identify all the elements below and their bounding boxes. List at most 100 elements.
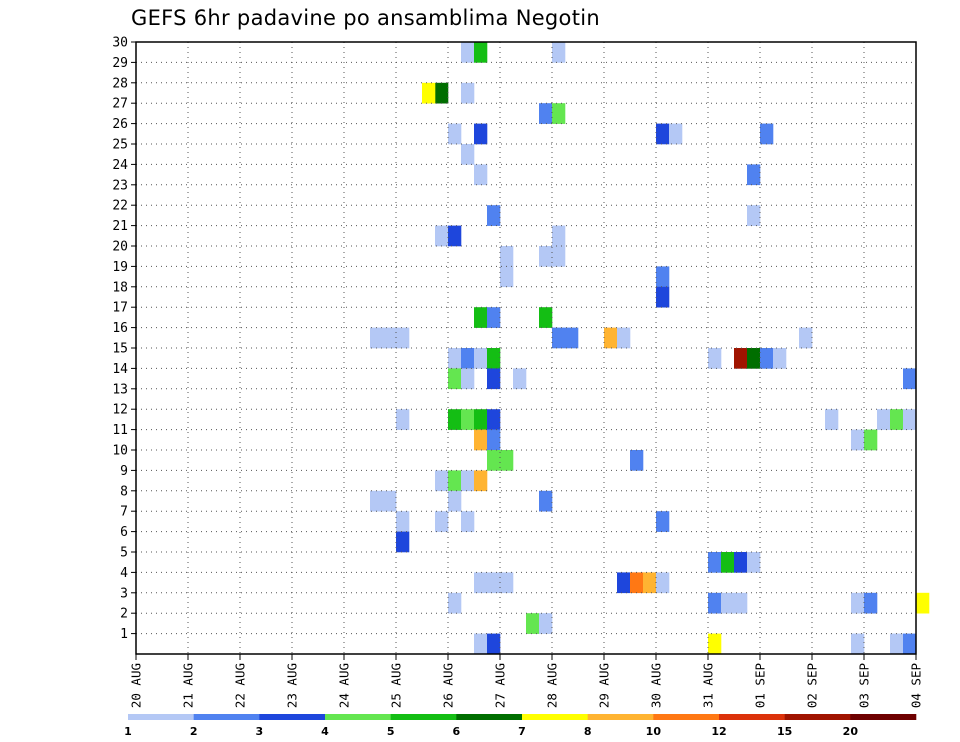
precip-cell — [396, 327, 410, 349]
precip-cell — [487, 368, 501, 390]
y-tick-label: 11 — [112, 423, 128, 438]
precip-cell — [552, 327, 566, 349]
precip-cell — [539, 246, 553, 267]
precip-cell — [448, 348, 462, 369]
precip-cell — [708, 633, 722, 655]
y-tick-label: 24 — [112, 158, 128, 173]
precip-cell — [708, 592, 722, 614]
colorbar-label: 3 — [256, 725, 264, 738]
y-tick-label: 8 — [120, 484, 128, 499]
y-axis-labels: 1234567891011121314151617181920212223242… — [112, 36, 128, 643]
y-tick-label: 15 — [112, 342, 128, 357]
x-tick-label: 26 AUG — [441, 663, 456, 708]
y-tick-label: 1 — [120, 627, 128, 642]
precip-cell — [760, 123, 774, 145]
precip-cell — [500, 450, 514, 471]
y-tick-label: 27 — [112, 97, 128, 112]
precip-cell — [630, 450, 644, 471]
precip-cell — [487, 633, 501, 655]
colorbar-label: 4 — [321, 725, 329, 738]
y-tick-label: 5 — [120, 546, 128, 561]
precip-cell — [656, 511, 670, 532]
ticks-layer — [131, 41, 917, 660]
precip-cell — [539, 613, 553, 634]
colorbar-swatch — [653, 714, 720, 720]
precip-cell — [448, 225, 462, 247]
precip-cell — [656, 572, 670, 594]
precip-cell — [487, 409, 501, 430]
precip-cell — [539, 490, 553, 512]
precip-cell — [552, 225, 566, 247]
precip-cell — [760, 348, 774, 369]
precip-cell — [435, 82, 449, 104]
precip-cell — [656, 266, 670, 288]
colorbar-swatch — [456, 714, 523, 720]
precip-cell — [851, 633, 865, 655]
y-tick-label: 21 — [112, 219, 128, 234]
plot-frame — [135, 41, 917, 655]
precip-cell — [461, 470, 475, 492]
precip-cell — [500, 266, 514, 288]
colorbar-swatch — [325, 714, 391, 720]
precip-cell — [474, 470, 488, 492]
cells-layer — [370, 42, 930, 655]
precip-cell — [396, 409, 410, 430]
y-tick-label: 22 — [112, 199, 128, 214]
precip-cell — [604, 327, 618, 349]
y-tick-label: 12 — [112, 403, 128, 418]
y-tick-label: 29 — [112, 56, 128, 71]
colorbar-swatch — [587, 714, 654, 720]
precip-cell — [552, 246, 566, 267]
x-tick-label: 20 AUG — [129, 663, 144, 708]
precip-cell — [448, 592, 462, 614]
precip-cell — [448, 409, 462, 430]
precip-cell — [617, 572, 631, 594]
colorbar-label: 7 — [518, 725, 526, 738]
precip-cell — [487, 205, 501, 226]
precip-cell — [461, 409, 475, 430]
precip-cell — [370, 327, 384, 349]
precip-cell — [708, 552, 722, 573]
colorbar-label: 12 — [711, 725, 726, 738]
y-tick-label: 10 — [112, 444, 128, 459]
y-tick-label: 30 — [112, 36, 128, 51]
x-tick-label: 04 SEP — [909, 663, 924, 708]
precip-cell — [500, 572, 514, 594]
precip-cell — [617, 327, 631, 349]
precip-cell — [708, 348, 722, 369]
precip-cell — [461, 144, 475, 165]
y-tick-label: 18 — [112, 280, 128, 295]
precip-cell — [396, 531, 410, 553]
precip-cell — [747, 205, 761, 226]
y-tick-label: 26 — [112, 117, 128, 132]
precip-cell — [539, 307, 553, 328]
precip-cell — [474, 307, 488, 328]
precip-cell — [890, 633, 904, 655]
precip-cell — [435, 225, 449, 247]
y-tick-label: 20 — [112, 240, 128, 255]
x-tick-label: 02 SEP — [805, 663, 820, 708]
precip-cell — [448, 368, 462, 390]
x-tick-label: 01 SEP — [753, 663, 768, 708]
precip-cell — [526, 613, 540, 634]
precip-cell — [435, 470, 449, 492]
y-tick-label: 17 — [112, 301, 128, 316]
precip-cell — [461, 82, 475, 104]
y-tick-label: 14 — [112, 362, 128, 377]
precip-cell — [435, 511, 449, 532]
colorbar-label: 2 — [190, 725, 198, 738]
precip-cell — [799, 327, 813, 349]
precip-cell — [474, 409, 488, 430]
x-tick-label: 25 AUG — [389, 663, 404, 708]
colorbar-swatch — [128, 714, 194, 720]
x-tick-label: 28 AUG — [545, 663, 560, 708]
y-tick-label: 2 — [120, 607, 128, 622]
x-tick-label: 29 AUG — [597, 663, 612, 708]
precip-cell — [773, 348, 787, 369]
precip-cell — [396, 511, 410, 532]
y-tick-label: 25 — [112, 138, 128, 153]
precip-cell — [916, 592, 930, 614]
y-tick-label: 13 — [112, 382, 128, 397]
precip-cell — [474, 429, 488, 451]
